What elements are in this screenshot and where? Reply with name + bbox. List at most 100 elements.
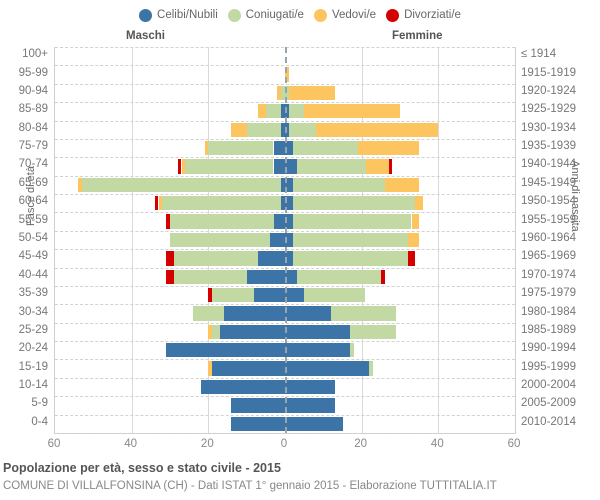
bar-male-divorced[interactable]	[177, 159, 182, 174]
bar-female-single[interactable]	[285, 159, 297, 174]
bar-female-single[interactable]	[285, 251, 293, 266]
bar-male-divorced[interactable]	[166, 214, 170, 229]
bar-male-married[interactable]	[162, 196, 282, 211]
bar-female-married[interactable]	[292, 214, 412, 229]
bar-male-single[interactable]	[269, 232, 285, 248]
bar-male-married[interactable]	[212, 287, 255, 303]
bar-male-married[interactable]	[193, 306, 224, 321]
bar-male-single[interactable]	[254, 287, 285, 303]
bar-female-married[interactable]	[292, 140, 358, 156]
bar-female-married[interactable]	[304, 287, 366, 303]
bar-female-married[interactable]	[292, 177, 385, 193]
bar-male-divorced[interactable]	[208, 287, 213, 303]
age-group-label: 15-19	[18, 360, 48, 373]
bar-female-married[interactable]	[292, 196, 416, 211]
pyramid-row	[55, 214, 515, 229]
bar-male-widowed[interactable]	[258, 104, 266, 119]
bar-male-single[interactable]	[281, 122, 285, 137]
bar-female-single[interactable]	[285, 324, 351, 340]
bar-female-married[interactable]	[296, 159, 366, 174]
bar-male-divorced[interactable]	[166, 251, 174, 266]
legend-item[interactable]: Divorziati/e	[386, 8, 461, 22]
bar-male-married[interactable]	[173, 269, 247, 284]
bar-female-widowed[interactable]	[407, 232, 420, 248]
bar-male-married[interactable]	[265, 104, 282, 119]
bar-male-married[interactable]	[208, 140, 274, 156]
bar-female-single[interactable]	[285, 306, 331, 321]
bar-female-married[interactable]	[288, 104, 305, 119]
bar-female-married[interactable]	[296, 269, 381, 284]
bar-female-single[interactable]	[285, 287, 305, 303]
bar-female-widowed[interactable]	[365, 159, 389, 174]
bar-female-married[interactable]	[369, 361, 374, 376]
bar-male-single[interactable]	[212, 361, 285, 376]
bar-female-widowed[interactable]	[288, 85, 335, 101]
bar-male-single[interactable]	[200, 379, 285, 395]
bar-male-widowed[interactable]	[231, 122, 247, 137]
bar-male-single[interactable]	[273, 214, 285, 229]
bar-female-single[interactable]	[285, 232, 293, 248]
bar-male-married[interactable]	[170, 232, 270, 248]
bar-male-widowed[interactable]	[78, 177, 82, 193]
bar-female-married[interactable]	[292, 232, 408, 248]
bar-female-widowed[interactable]	[315, 122, 439, 137]
bar-female-married[interactable]	[288, 122, 316, 137]
bar-male-widowed[interactable]	[208, 324, 213, 340]
bar-male-single[interactable]	[231, 398, 285, 413]
bar-male-married[interactable]	[173, 251, 259, 266]
bar-male-single[interactable]	[166, 343, 285, 358]
bar-female-married[interactable]	[331, 306, 397, 321]
bar-female-widowed[interactable]	[384, 177, 420, 193]
age-group-label: 5-9	[31, 397, 48, 410]
bar-female-single[interactable]	[285, 269, 297, 284]
bar-female-single[interactable]	[285, 343, 351, 358]
bar-female-divorced[interactable]	[407, 251, 416, 266]
bar-male-widowed[interactable]	[208, 361, 213, 376]
bar-female-divorced[interactable]	[388, 159, 393, 174]
bar-female-single[interactable]	[285, 379, 335, 395]
bar-male-single[interactable]	[281, 196, 285, 211]
legend-item[interactable]: Celibi/Nubili	[139, 8, 218, 22]
bar-female-single[interactable]	[285, 416, 343, 431]
bar-male-single[interactable]	[219, 324, 285, 340]
bar-female-single[interactable]	[285, 361, 370, 376]
bar-male-divorced[interactable]	[154, 196, 159, 211]
bar-female-single[interactable]	[285, 177, 293, 193]
bar-male-widowed[interactable]	[204, 140, 209, 156]
bar-male-married[interactable]	[81, 177, 282, 193]
bar-male-widowed[interactable]	[277, 85, 282, 101]
bar-female-single[interactable]	[285, 140, 293, 156]
x-axis-tick-label: 20	[354, 438, 368, 450]
bar-male-single[interactable]	[246, 269, 285, 284]
bar-male-single[interactable]	[273, 159, 285, 174]
bar-female-married[interactable]	[292, 251, 408, 266]
pyramid-row	[55, 251, 515, 266]
bar-male-married[interactable]	[281, 85, 285, 101]
bar-male-single[interactable]	[231, 416, 285, 431]
bar-female-single[interactable]	[285, 196, 293, 211]
bar-male-divorced[interactable]	[166, 269, 174, 284]
bar-female-widowed[interactable]	[411, 214, 420, 229]
bar-male-widowed[interactable]	[158, 196, 163, 211]
bar-male-widowed[interactable]	[181, 159, 186, 174]
birth-year-label: 2010-2014	[521, 415, 576, 428]
bar-male-single[interactable]	[258, 251, 285, 266]
bar-female-widowed[interactable]	[415, 196, 423, 211]
bar-male-married[interactable]	[212, 324, 220, 340]
bar-female-married[interactable]	[350, 343, 354, 358]
bar-female-single[interactable]	[285, 214, 293, 229]
bar-male-married[interactable]	[246, 122, 282, 137]
bar-female-widowed[interactable]	[357, 140, 420, 156]
bar-female-single[interactable]	[285, 398, 335, 413]
bar-male-single[interactable]	[223, 306, 285, 321]
bar-female-divorced[interactable]	[380, 269, 385, 284]
legend-item[interactable]: Coniugati/e	[227, 8, 304, 22]
bar-male-single[interactable]	[281, 104, 285, 119]
bar-female-married[interactable]	[350, 324, 397, 340]
bar-male-married[interactable]	[170, 214, 274, 229]
bar-female-widowed[interactable]	[304, 104, 400, 119]
bar-male-married[interactable]	[185, 159, 274, 174]
legend-item[interactable]: Vedovi/e	[313, 8, 376, 22]
bar-male-single[interactable]	[273, 140, 285, 156]
bar-male-single[interactable]	[281, 177, 285, 193]
